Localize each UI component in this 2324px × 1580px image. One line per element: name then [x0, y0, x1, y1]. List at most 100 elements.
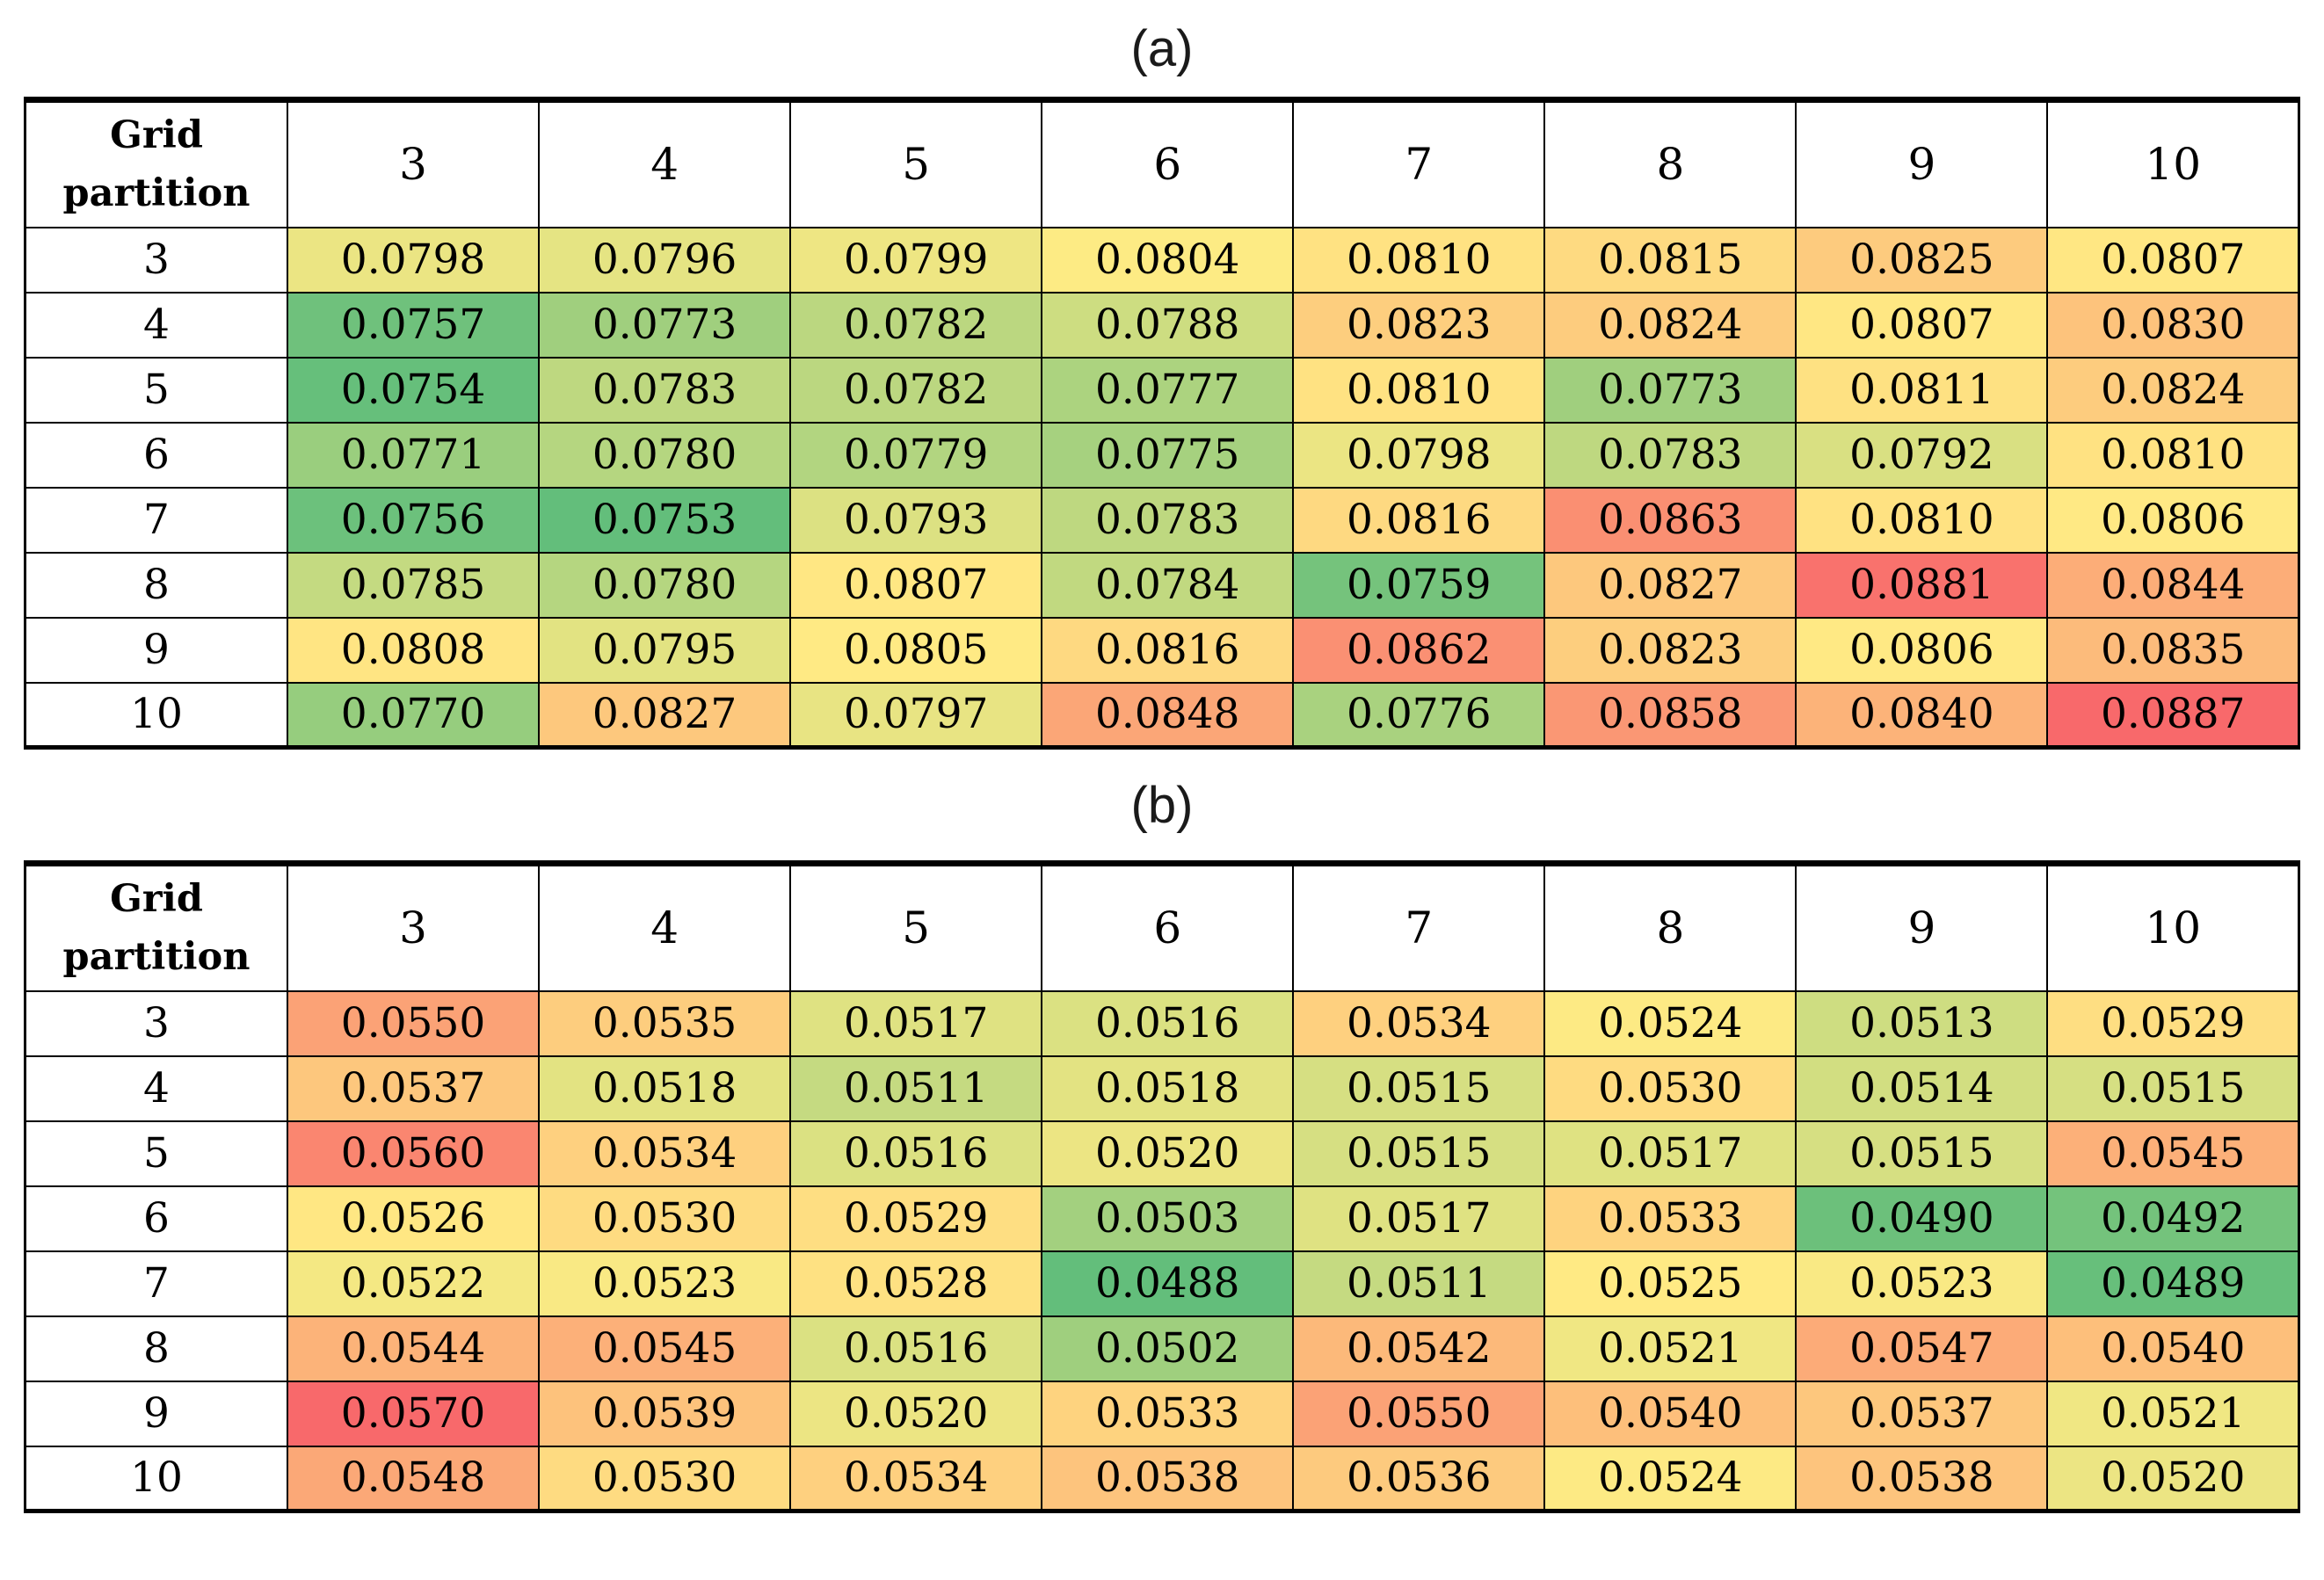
col-header-8: 8	[1543, 98, 1797, 228]
heatmap-cell-r6-c8: 0.0533	[1543, 1185, 1797, 1252]
figure-container: (a) Grid partition 3 4 5 6 7 8 9 10 3 0.0798 0.0796…	[24, 19, 2300, 1513]
heatmap-cell-r6-c4: 0.0780	[538, 421, 792, 489]
heatmap-cell-r6-c5: 0.0779	[789, 421, 1043, 489]
col-header-10: 10	[2046, 98, 2300, 228]
row-header-6: 6	[24, 1185, 288, 1252]
heatmap-cell-r10-c9: 0.0840	[1795, 681, 2049, 749]
col-header-4: 4	[538, 98, 792, 228]
heatmap-cell-r10-c8: 0.0524	[1543, 1445, 1797, 1512]
heatmap-cell-r5-c10: 0.0824	[2046, 356, 2300, 424]
heatmap-cell-r8-c10: 0.0540	[2046, 1315, 2300, 1382]
heatmap-cell-r4-c8: 0.0530	[1543, 1055, 1797, 1122]
col-header-10: 10	[2046, 862, 2300, 992]
heatmap-cell-r9-c3: 0.0808	[286, 616, 541, 684]
row-header-3: 3	[24, 226, 288, 294]
heatmap-cell-r9-c10: 0.0521	[2046, 1380, 2300, 1447]
row-header-8: 8	[24, 1315, 288, 1382]
row-header-7: 7	[24, 486, 288, 554]
heatmap-cell-r7-c3: 0.0756	[286, 486, 541, 554]
heatmap-cell-r4-c5: 0.0782	[789, 291, 1043, 359]
heatmap-cell-r10-c7: 0.0776	[1292, 681, 1546, 749]
col-header-8: 8	[1543, 862, 1797, 992]
heatmap-cell-r7-c6: 0.0488	[1041, 1250, 1295, 1317]
heatmap-cell-r3-c9: 0.0825	[1795, 226, 2049, 294]
row-header-10: 10	[24, 681, 288, 749]
heatmap-cell-r9-c3: 0.0570	[286, 1380, 541, 1447]
heatmap-cell-r7-c4: 0.0523	[538, 1250, 792, 1317]
heatmap-cell-r7-c3: 0.0522	[286, 1250, 541, 1317]
header-row: Grid partition 3 4 5 6 7 8 9 10	[24, 862, 2300, 992]
row-header-9: 9	[24, 616, 288, 684]
col-header-7: 7	[1292, 862, 1546, 992]
heatmap-cell-r8-c6: 0.0502	[1041, 1315, 1295, 1382]
heatmap-cell-r4-c7: 0.0823	[1292, 291, 1546, 359]
row-header-3: 3	[24, 989, 288, 1057]
table-row-7: 7 0.0756 0.0753 0.0793 0.0783 0.0816 0.0863 0.0…	[24, 486, 2300, 554]
heatmap-cell-r6-c9: 0.0792	[1795, 421, 2049, 489]
table-row-3: 3 0.0550 0.0535 0.0517 0.0516 0.0534 0.0524 0.0…	[24, 989, 2300, 1057]
heatmap-cell-r8-c10: 0.0844	[2046, 551, 2300, 619]
heatmap-cell-r9-c9: 0.0537	[1795, 1380, 2049, 1447]
heatmap-cell-r10-c3: 0.0548	[286, 1445, 541, 1512]
heatmap-cell-r6-c9: 0.0490	[1795, 1185, 2049, 1252]
col-header-6: 6	[1041, 862, 1295, 992]
heatmap-cell-r3-c4: 0.0796	[538, 226, 792, 294]
heatmap-cell-r3-c3: 0.0798	[286, 226, 541, 294]
figure-b-label: (b)	[1130, 776, 1194, 834]
row-header-9: 9	[24, 1380, 288, 1447]
col-header-6: 6	[1041, 98, 1295, 228]
heatmap-cell-r4-c4: 0.0773	[538, 291, 792, 359]
figure-a-label: (a)	[1130, 19, 1194, 77]
heatmap-cell-r8-c5: 0.0516	[789, 1315, 1043, 1382]
row-header-5: 5	[24, 356, 288, 424]
heatmap-cell-r10-c10: 0.0887	[2046, 681, 2300, 749]
heatmap-cell-r10-c10: 0.0520	[2046, 1445, 2300, 1512]
heatmap-cell-r9-c10: 0.0835	[2046, 616, 2300, 684]
heatmap-cell-r7-c9: 0.0810	[1795, 486, 2049, 554]
table-row-5: 5 0.0754 0.0783 0.0782 0.0777 0.0810 0.0773 0.0…	[24, 356, 2300, 424]
heatmap-cell-r4-c8: 0.0824	[1543, 291, 1797, 359]
table-row-7: 7 0.0522 0.0523 0.0528 0.0488 0.0511 0.0525 0.0…	[24, 1250, 2300, 1317]
table-row-8: 8 0.0785 0.0780 0.0807 0.0784 0.0759 0.0827 0.0…	[24, 551, 2300, 619]
heatmap-cell-r9-c5: 0.0805	[789, 616, 1043, 684]
heatmap-cell-r3-c10: 0.0529	[2046, 989, 2300, 1057]
heatmap-cell-r5-c5: 0.0516	[789, 1120, 1043, 1187]
heatmap-cell-r8-c7: 0.0759	[1292, 551, 1546, 619]
heatmap-cell-r8-c8: 0.0521	[1543, 1315, 1797, 1382]
heatmap-cell-r7-c5: 0.0793	[789, 486, 1043, 554]
heatmap-cell-r4-c4: 0.0518	[538, 1055, 792, 1122]
heatmap-cell-r7-c7: 0.0511	[1292, 1250, 1546, 1317]
heatmap-cell-r4-c7: 0.0515	[1292, 1055, 1546, 1122]
heatmap-cell-r4-c6: 0.0788	[1041, 291, 1295, 359]
row-header-4: 4	[24, 1055, 288, 1122]
table-row-9: 9 0.0808 0.0795 0.0805 0.0816 0.0862 0.0823 0.0…	[24, 616, 2300, 684]
heatmap-cell-r6-c10: 0.0810	[2046, 421, 2300, 489]
table-row-10: 10 0.0548 0.0530 0.0534 0.0538 0.0536 0.0524 0.…	[24, 1445, 2300, 1512]
corner-header-grid-partition: Grid partition	[24, 98, 288, 228]
table-row-4: 4 0.0757 0.0773 0.0782 0.0788 0.0823 0.0824 0.0…	[24, 291, 2300, 359]
table-row-6: 6 0.0771 0.0780 0.0779 0.0775 0.0798 0.0783 0.0…	[24, 421, 2300, 489]
heatmap-cell-r6-c7: 0.0517	[1292, 1185, 1546, 1252]
heatmap-cell-r3-c4: 0.0535	[538, 989, 792, 1057]
heatmap-cell-r7-c10: 0.0489	[2046, 1250, 2300, 1317]
heatmap-cell-r5-c4: 0.0534	[538, 1120, 792, 1187]
heatmap-cell-r10-c4: 0.0827	[538, 681, 792, 749]
heatmap-cell-r5-c3: 0.0560	[286, 1120, 541, 1187]
heatmap-cell-r6-c4: 0.0530	[538, 1185, 792, 1252]
heatmap-cell-r8-c6: 0.0784	[1041, 551, 1295, 619]
heatmap-cell-r5-c6: 0.0777	[1041, 356, 1295, 424]
col-header-5: 5	[789, 98, 1043, 228]
heatmap-cell-r8-c9: 0.0881	[1795, 551, 2049, 619]
table-row-4: 4 0.0537 0.0518 0.0511 0.0518 0.0515 0.0530 0.0…	[24, 1055, 2300, 1122]
heatmap-cell-r8-c3: 0.0544	[286, 1315, 541, 1382]
heatmap-cell-r6-c6: 0.0503	[1041, 1185, 1295, 1252]
heatmap-cell-r3-c10: 0.0807	[2046, 226, 2300, 294]
heatmap-cell-r3-c6: 0.0804	[1041, 226, 1295, 294]
heatmap-cell-r3-c9: 0.0513	[1795, 989, 2049, 1057]
heatmap-cell-r5-c7: 0.0810	[1292, 356, 1546, 424]
row-header-6: 6	[24, 421, 288, 489]
heatmap-cell-r6-c8: 0.0783	[1543, 421, 1797, 489]
heatmap-cell-r6-c3: 0.0526	[286, 1185, 541, 1252]
heatmap-cell-r9-c9: 0.0806	[1795, 616, 2049, 684]
heatmap-cell-r5-c3: 0.0754	[286, 356, 541, 424]
